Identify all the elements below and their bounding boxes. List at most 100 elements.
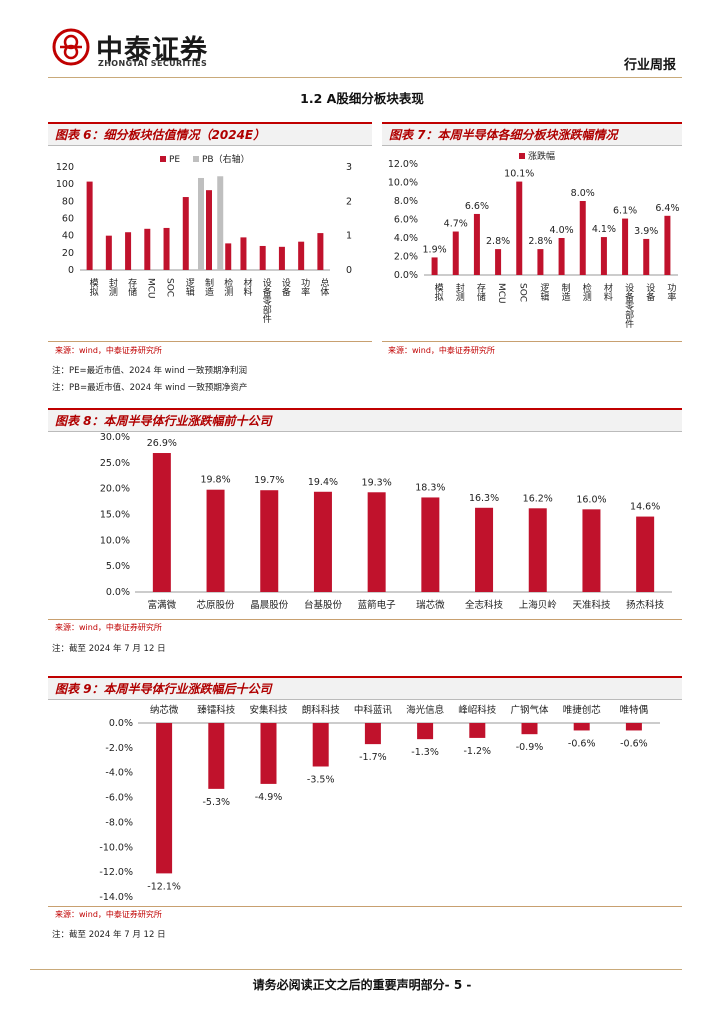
fig7-bar [516, 181, 523, 275]
fig9-data-label: -0.6% [620, 738, 648, 749]
fig9-source: 来源：wind，中泰证券研究所 [55, 910, 162, 919]
fig7-bar [558, 238, 565, 275]
fig8-data-label: 26.9% [147, 438, 177, 449]
fig8-data-label: 19.3% [362, 477, 392, 488]
fig6-header: 图表 6：细分板块估值情况（2024E） [48, 122, 372, 146]
fig8-x-label: 扬杰科技 [626, 599, 665, 611]
fig7-x-label: 制造 [560, 282, 571, 302]
fig9-bar [417, 723, 434, 740]
fig7-bar [579, 201, 586, 275]
fig7-data-label: 4.7% [444, 219, 468, 230]
fig7-x-label: 材料 [602, 282, 613, 302]
fig9-y-tick: -14.0% [99, 892, 133, 903]
fig7-data-label: 8.0% [571, 188, 595, 199]
fig8-x-label: 瑞芯微 [416, 599, 445, 611]
fig9-bar [260, 723, 277, 784]
fig6-x-label: 功率 [299, 278, 310, 297]
fig8-header: 图表 8：本周半导体行业涨跌幅前十公司 [48, 408, 682, 432]
fig6-pb-bar [198, 177, 204, 270]
fig6-x-label: 制造 [203, 277, 214, 297]
fig7-data-label: 2.8% [528, 236, 552, 247]
fig9-bar [573, 723, 590, 731]
fig6-title: 图表 6：细分板块估值情况（2024E） [55, 128, 266, 142]
fig9-x-label: 纳芯微 [150, 704, 179, 716]
fig8-x-label: 芯原股份 [197, 599, 236, 611]
fig9-x-label: 臻镭科技 [197, 704, 236, 716]
fig8-x-label: 富满微 [148, 599, 177, 611]
fig7-x-label: SOC [517, 283, 527, 302]
fig6-y2-tick: 0 [346, 265, 352, 276]
fig7-data-label: 6.4% [655, 203, 679, 214]
fig6-legend-pb-swatch [193, 156, 199, 162]
fig7-x-label: 检测 [581, 282, 592, 302]
fig9-header: 图表 9：本周半导体行业涨跌幅后十公司 [48, 676, 682, 700]
fig6-y-tick: 20 [62, 248, 74, 259]
fig6-x-label: 材料 [241, 277, 252, 297]
fig9-data-label: -1.3% [411, 747, 439, 758]
fig6-y2-tick: 1 [346, 231, 352, 242]
fig7-data-label: 1.9% [423, 244, 447, 255]
fig7-x-label: MCU [496, 283, 506, 304]
fig7-data-label: 6.1% [613, 206, 637, 217]
fig7-x-label: 功率 [665, 283, 676, 302]
fig6-x-label: 封测 [107, 277, 118, 297]
fig7-bar [495, 249, 502, 275]
fig9-data-label: -12.1% [147, 881, 181, 892]
fig6-x-label: SOC [165, 278, 175, 297]
fig9-x-label: 峰岹科技 [458, 704, 497, 716]
fig8-data-label: 19.7% [254, 475, 284, 486]
fig8-bar [206, 489, 225, 592]
fig9-bar [521, 723, 538, 735]
fig9-y-tick: 0.0% [109, 718, 133, 729]
fig8-y-tick: 30.0% [100, 432, 130, 443]
fig8-x-label: 晶晨股份 [250, 599, 289, 611]
note-date-fig8: 注：截至 2024 年 7 月 12 日 [52, 644, 166, 654]
logo-english-name: ZHONGTAI SECURITIES [98, 59, 208, 68]
fig9-data-label: -0.9% [516, 742, 544, 753]
fig9-y-tick: -6.0% [105, 793, 133, 804]
fig8-bar [152, 453, 171, 592]
fig9-data-label: -5.3% [203, 797, 231, 808]
fig8-bar [313, 491, 332, 592]
fig6-pe-bar [86, 181, 93, 270]
fig8-bar [421, 497, 440, 592]
fig6-pe-bar [105, 235, 112, 270]
fig6-y-tick: 60 [62, 214, 74, 225]
fig6-y-tick: 120 [56, 162, 74, 173]
fig6-y2-tick: 3 [346, 162, 352, 173]
fig6-pe-bar [206, 190, 212, 270]
fig7-bar [537, 249, 544, 275]
fig7-bar [664, 215, 671, 275]
fig8-data-label: 16.0% [576, 494, 606, 505]
fig6-source: 来源：wind，中泰证券研究所 [55, 346, 162, 355]
fig8-y-tick: 15.0% [100, 510, 130, 521]
fig8-x-label: 天准科技 [572, 599, 611, 611]
fig9-data-label: -0.6% [568, 738, 596, 749]
fig7-data-label: 4.0% [550, 225, 574, 236]
fig7-legend-swatch [519, 153, 525, 159]
header-divider [48, 77, 682, 78]
note-pe: 注：PE=最近市值、2024 年 wind 一致预期净利润 [52, 366, 247, 376]
fig6-y-tick: 80 [62, 196, 74, 207]
fig9-bottom10-chart: 0.0% -2.0% -4.0% -6.0% -8.0% -10.0% -12.0% -14.… [99, 704, 660, 903]
fig7-y-tick: 8.0% [394, 196, 418, 207]
fig9-data-label: -1.2% [464, 746, 492, 757]
fig6-y2-tick: 2 [346, 196, 352, 207]
fig8-title: 图表 8：本周半导体行业涨跌幅前十公司 [55, 414, 272, 428]
fig8-bar [582, 509, 601, 592]
fig7-data-label: 6.6% [465, 201, 489, 212]
fig6-x-label: 逻辑 [184, 278, 195, 297]
footer-disclaimer: 请务必阅读正文之后的重要声明部分- 5 - [252, 978, 472, 992]
fig9-bar [312, 723, 329, 767]
fig6-pe-bar [225, 243, 232, 270]
fig6-pe-bar [259, 245, 266, 270]
fig8-source: 来源：wind，中泰证券研究所 [55, 623, 162, 632]
fig9-x-label: 唯特偶 [620, 704, 649, 716]
fig9-x-label: 朗科科技 [302, 704, 341, 716]
fig6-pe-bar [163, 227, 170, 270]
fig9-y-tick: -8.0% [105, 817, 133, 828]
fig6-valuation-chart: 0204060801001200123模拟 封测 存储 MCU SOC 逻辑 制造 检测 材料设… [56, 153, 352, 324]
fig8-data-label: 19.4% [308, 477, 338, 488]
fig6-pe-bar [298, 241, 305, 270]
fig7-y-tick: 0.0% [394, 270, 418, 281]
